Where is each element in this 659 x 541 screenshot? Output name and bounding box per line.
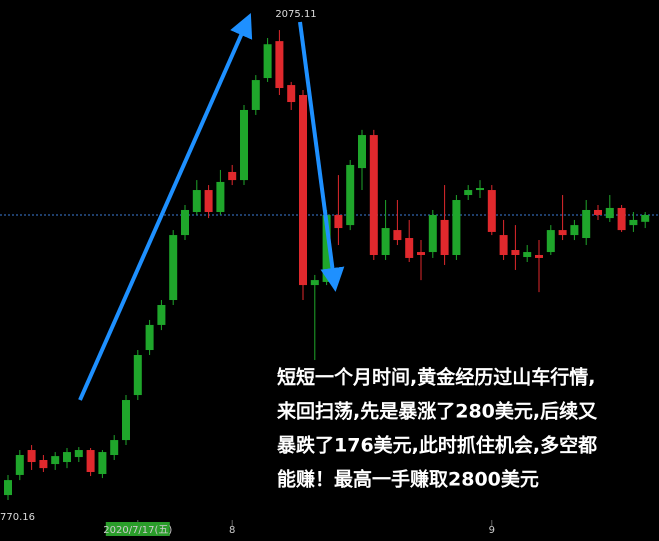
candle-body [263,44,272,79]
candle-body [275,41,284,89]
candle-body [605,207,614,219]
candle-body [98,452,107,475]
candle-body [51,456,60,465]
candle-body [535,255,543,258]
candle-body [570,225,579,236]
candle-body [369,135,378,256]
candle-body [617,207,626,231]
candle-body [487,190,496,232]
candle-body [334,214,343,229]
candle-body [464,190,473,196]
candle-body [216,181,225,213]
candle-body [181,209,189,236]
candle-body [157,305,166,325]
candle-body [169,235,178,301]
candle-body [393,230,402,241]
candle-body [428,214,437,253]
candle-body [4,480,12,496]
candle-body [27,450,36,463]
candle-body [346,164,355,226]
annotation-line: 短短一个月时间,黄金经历过山车行情, [277,366,595,389]
rise-arrow [78,13,253,401]
candle-body [110,440,119,456]
annotation-line: 来回扫荡,先是暴涨了280美元,后续又 [277,400,598,423]
candle-body [499,235,508,256]
candle-body [558,230,567,236]
candle-body [417,252,425,256]
candle-body [629,219,638,226]
x-tick-label: 9 [489,525,495,536]
candle-body [358,135,366,169]
x-tick-label: 8 [229,525,235,536]
candle-body [476,188,484,191]
candle-body [594,209,602,215]
candle-body [322,214,331,282]
date-box [105,522,170,536]
candle-body [287,85,296,103]
candle-body [228,171,237,181]
candle-body [122,400,130,441]
annotation-line: 暴跌了176美元,此时抓住机会,多空都 [277,434,597,457]
candle-body [310,280,319,286]
candle-body [86,450,95,472]
low-label: 770.16 [0,512,35,523]
candle-body [192,190,201,213]
candle-body [240,109,248,181]
candle-body [145,324,154,351]
candle-body [39,459,48,469]
x-tick-label: 2020/7/17(五) [103,525,172,536]
candle-body [63,452,71,463]
candle-body [15,455,24,475]
candle-body [405,238,414,258]
fall-arrow [298,21,345,292]
candle-body [299,95,307,286]
candle-body [381,228,390,256]
candle-body [74,450,83,458]
candle-body [582,209,591,239]
candle-body [251,80,260,110]
candle-body [511,250,520,256]
plot: 2020/7/17(五) 8 9 2075.11 770.16 [0,9,659,536]
candle-body [641,214,650,222]
candle-body [204,190,213,213]
candle-body [440,219,449,256]
candle-body [523,252,532,258]
annotation-line: 能赚！最高一手赚取2800美元 [277,468,539,491]
high-label: 2075.11 [275,9,316,20]
candle-body [546,230,555,253]
candle-body [133,355,142,396]
candle-body [452,200,461,256]
